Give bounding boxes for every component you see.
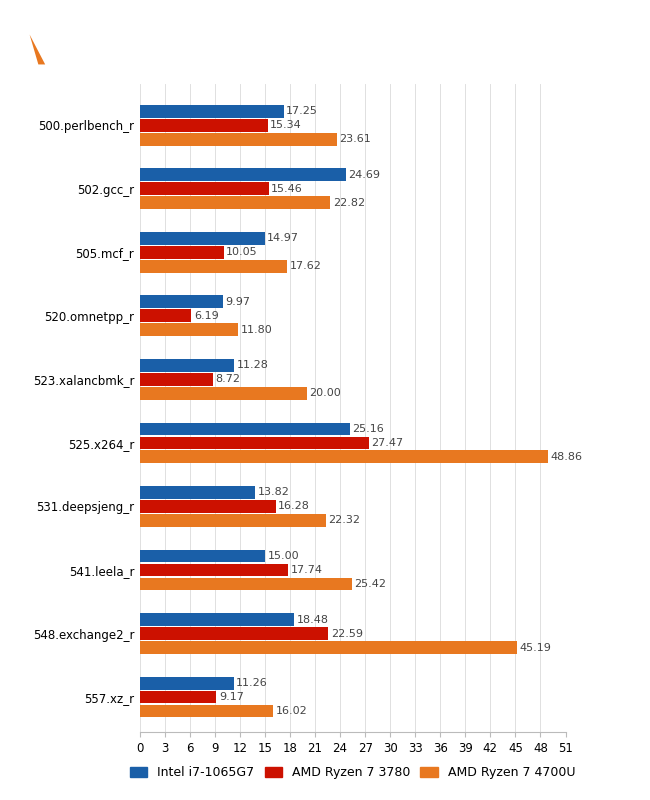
Bar: [140, 323, 239, 336]
Bar: [140, 705, 274, 718]
Bar: [140, 486, 255, 499]
Bar: [140, 169, 346, 182]
Text: 9.97: 9.97: [226, 297, 250, 307]
Bar: [140, 295, 223, 308]
Bar: [140, 373, 213, 386]
Text: 17.62: 17.62: [289, 262, 321, 271]
Text: 14.97: 14.97: [267, 234, 299, 243]
Text: 24.69: 24.69: [348, 170, 380, 180]
Bar: [140, 182, 269, 195]
Text: 17.25: 17.25: [286, 106, 318, 116]
Text: SPECint2017 Rate-N (8 Instances) Estimated Scores: SPECint2017 Rate-N (8 Instances) Estimat…: [75, 22, 584, 41]
Text: 11.80: 11.80: [240, 325, 272, 335]
Text: 22.59: 22.59: [331, 629, 363, 638]
Bar: [140, 677, 234, 690]
Bar: [140, 500, 276, 513]
Bar: [140, 437, 369, 450]
Bar: [140, 232, 265, 245]
Bar: [140, 563, 288, 577]
Bar: [140, 359, 234, 372]
Bar: [140, 690, 216, 703]
Bar: [140, 310, 191, 322]
Polygon shape: [14, 11, 45, 65]
Text: 15.34: 15.34: [270, 120, 302, 130]
Bar: [140, 246, 224, 258]
Text: 22.32: 22.32: [329, 515, 361, 526]
Bar: [140, 422, 350, 435]
Text: 23.61: 23.61: [339, 134, 371, 144]
Text: 20.00: 20.00: [309, 388, 341, 398]
Text: 9.17: 9.17: [219, 692, 244, 702]
Polygon shape: [29, 34, 45, 65]
Text: 17.74: 17.74: [291, 565, 322, 575]
Text: 8.72: 8.72: [215, 374, 240, 385]
Bar: [140, 119, 268, 132]
Bar: [140, 105, 284, 118]
Text: 11.28: 11.28: [237, 361, 268, 370]
Text: 13.82: 13.82: [257, 487, 289, 498]
Text: 48.86: 48.86: [550, 452, 582, 462]
Text: 22.82: 22.82: [333, 198, 365, 208]
Text: Score · Higher is Better: Score · Higher is Better: [75, 46, 220, 59]
Bar: [140, 550, 265, 562]
Bar: [140, 260, 287, 273]
Bar: [140, 514, 326, 527]
Text: 16.02: 16.02: [276, 706, 307, 716]
Text: 10.05: 10.05: [226, 247, 258, 258]
Text: 6.19: 6.19: [194, 311, 218, 321]
Text: 25.42: 25.42: [354, 579, 387, 589]
Text: 16.28: 16.28: [278, 502, 310, 511]
Text: 18.48: 18.48: [296, 614, 328, 625]
Text: 45.19: 45.19: [519, 642, 551, 653]
Text: 25.16: 25.16: [352, 424, 384, 434]
Legend: Intel i7-1065G7, AMD Ryzen 7 3780, AMD Ryzen 7 4700U: Intel i7-1065G7, AMD Ryzen 7 3780, AMD R…: [125, 761, 580, 784]
Bar: [140, 641, 517, 654]
Bar: [140, 578, 352, 590]
Text: 27.47: 27.47: [372, 438, 404, 448]
Bar: [140, 196, 330, 210]
Bar: [140, 133, 337, 146]
Bar: [140, 387, 307, 400]
Bar: [140, 613, 294, 626]
Bar: [140, 450, 548, 463]
Text: 15.00: 15.00: [268, 551, 299, 561]
Bar: [140, 627, 328, 640]
Text: 15.46: 15.46: [271, 184, 303, 194]
Text: 11.26: 11.26: [236, 678, 268, 688]
